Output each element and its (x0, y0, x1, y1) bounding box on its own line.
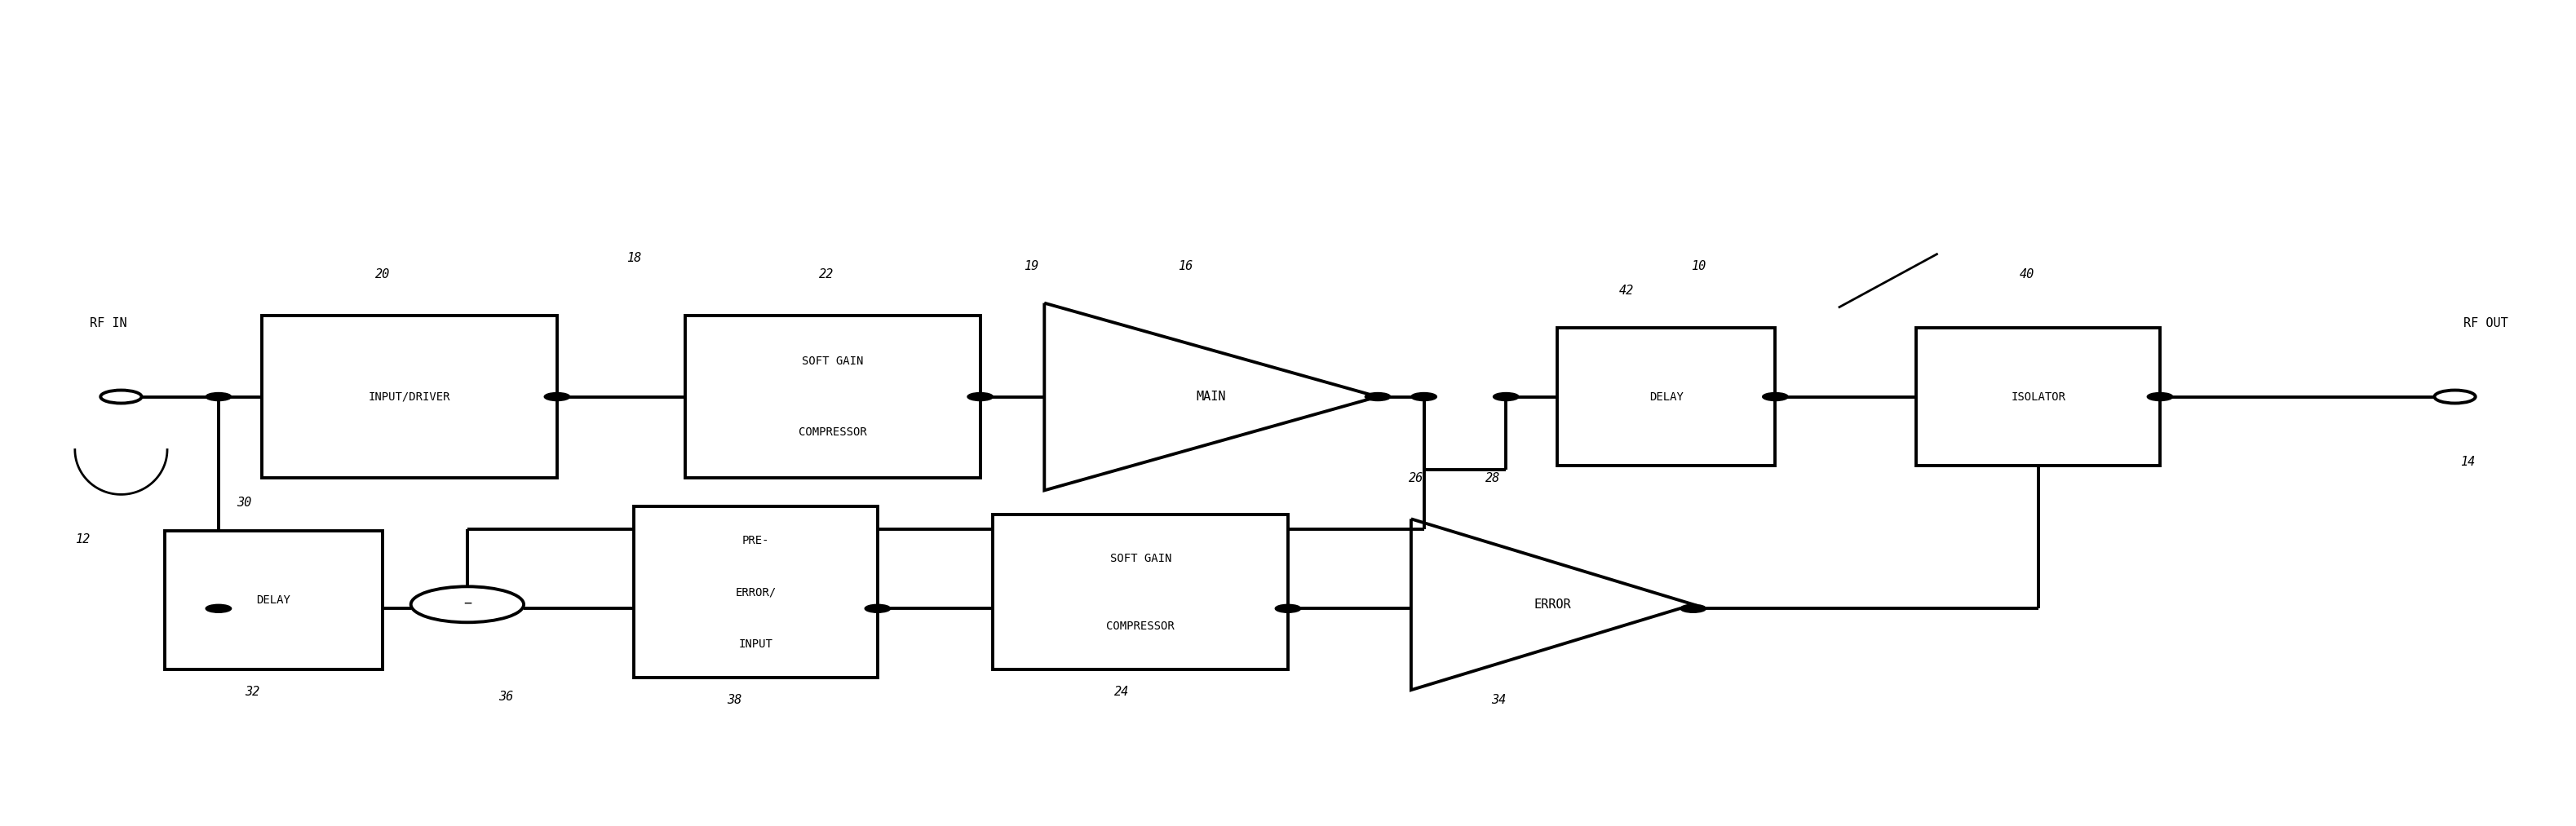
Text: DELAY: DELAY (1649, 391, 1682, 402)
Text: 26: 26 (1409, 472, 1425, 484)
Text: RF OUT: RF OUT (2463, 317, 2509, 330)
Text: INPUT: INPUT (739, 638, 773, 650)
Text: 12: 12 (75, 533, 90, 545)
Text: 36: 36 (497, 691, 513, 703)
Text: ERROR: ERROR (1533, 598, 1571, 610)
Text: 40: 40 (2020, 268, 2035, 281)
Circle shape (206, 605, 232, 613)
Circle shape (1494, 392, 1520, 401)
Bar (634, 506, 878, 678)
Circle shape (1275, 605, 1301, 613)
Circle shape (206, 392, 232, 401)
Text: SOFT GAIN: SOFT GAIN (1110, 553, 1172, 564)
Bar (165, 531, 384, 670)
Text: DELAY: DELAY (258, 595, 291, 606)
Bar (685, 316, 981, 478)
Text: COMPRESSOR: COMPRESSOR (799, 426, 868, 438)
Circle shape (1680, 605, 1705, 613)
Text: SOFT GAIN: SOFT GAIN (801, 355, 863, 367)
Text: RF IN: RF IN (90, 317, 126, 330)
Text: −: − (464, 596, 471, 610)
Text: MAIN: MAIN (1195, 391, 1226, 403)
Text: 20: 20 (376, 268, 389, 281)
Text: 42: 42 (1620, 285, 1633, 297)
Circle shape (544, 392, 569, 401)
Circle shape (1365, 392, 1391, 401)
Text: 14: 14 (2460, 456, 2476, 468)
Text: 19: 19 (1025, 260, 1038, 273)
Text: 22: 22 (819, 268, 835, 281)
Text: 30: 30 (237, 496, 252, 509)
Circle shape (1762, 392, 1788, 401)
Bar (263, 316, 556, 478)
Text: 10: 10 (1690, 260, 1705, 273)
Text: 38: 38 (726, 694, 742, 706)
Circle shape (969, 392, 994, 401)
Circle shape (1412, 392, 1437, 401)
Text: 18: 18 (626, 252, 641, 264)
Bar (1917, 327, 2161, 466)
Text: 28: 28 (1486, 472, 1502, 484)
Text: 32: 32 (245, 686, 260, 698)
Circle shape (866, 605, 891, 613)
Circle shape (2148, 392, 2172, 401)
Text: INPUT/DRIVER: INPUT/DRIVER (368, 391, 451, 402)
Text: ERROR/: ERROR/ (734, 586, 775, 598)
Text: PRE-: PRE- (742, 534, 770, 546)
Text: 16: 16 (1177, 260, 1193, 273)
Text: COMPRESSOR: COMPRESSOR (1105, 620, 1175, 632)
Text: ISOLATOR: ISOLATOR (2012, 391, 2066, 402)
Text: 34: 34 (1492, 694, 1507, 706)
Bar (1558, 327, 1775, 466)
Text: 24: 24 (1113, 686, 1128, 698)
Bar (994, 515, 1288, 670)
